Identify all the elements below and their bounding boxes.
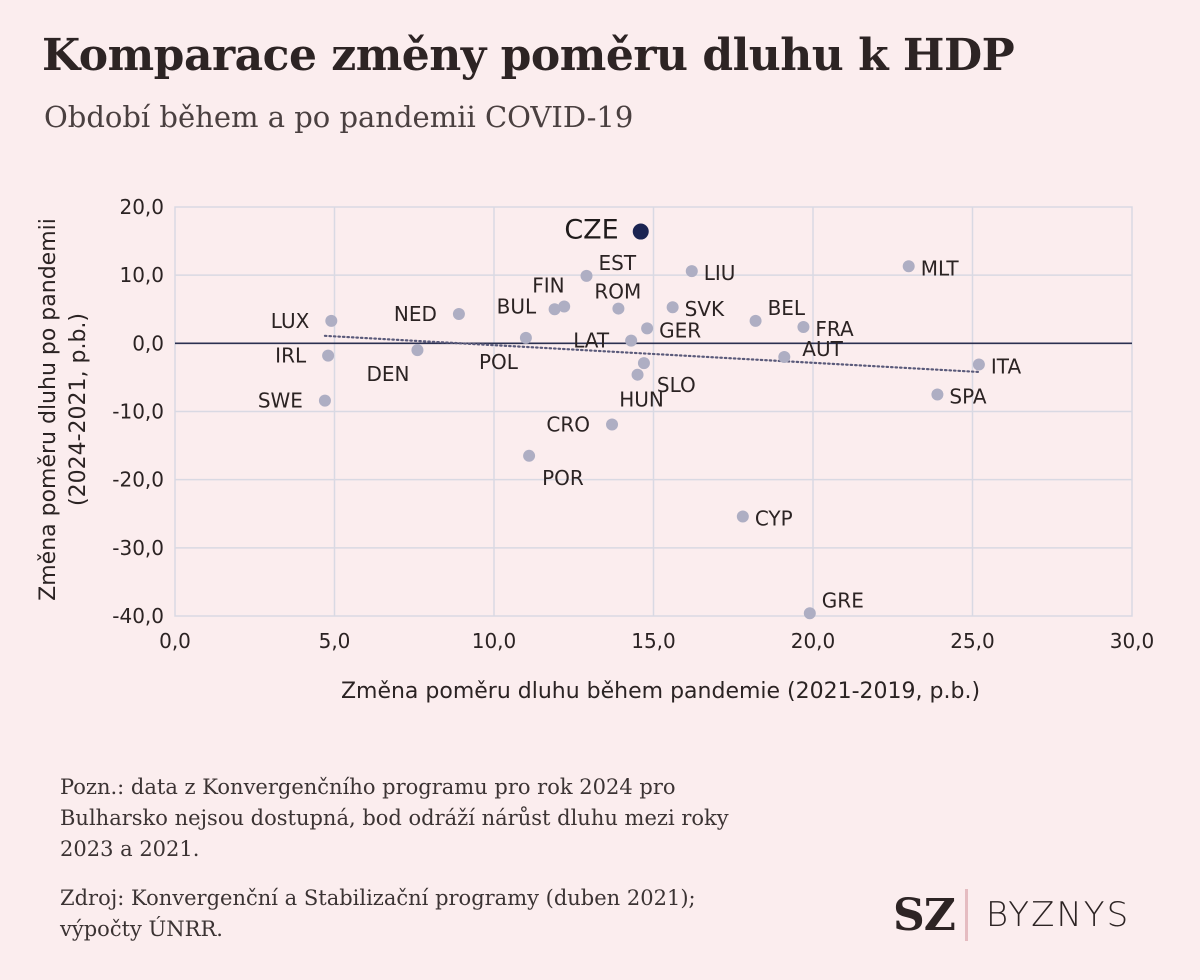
point-label: SLO: [657, 373, 696, 397]
point-label: GER: [659, 318, 701, 342]
data-point: [972, 358, 985, 371]
point-label: SVK: [685, 297, 725, 321]
x-tick-label: 0,0: [159, 629, 191, 653]
y-tick-label: -10,0: [112, 400, 164, 424]
x-tick-label: 5,0: [319, 629, 351, 653]
point-label: HUN: [619, 388, 664, 412]
x-tick-label: 25,0: [950, 629, 995, 653]
data-point: [452, 308, 465, 321]
data-point: [558, 300, 571, 313]
data-point: [902, 260, 915, 273]
footnote: Pozn.: data z Konvergenčního programu pr…: [60, 775, 729, 861]
point-label: FRA: [815, 317, 854, 341]
point-label: BUL: [497, 295, 537, 319]
point-label: SWE: [258, 389, 303, 413]
point-label: GRE: [822, 588, 864, 612]
data-point: [322, 349, 335, 362]
data-point: [641, 322, 654, 335]
point-label: LUX: [271, 309, 310, 333]
point-label: CRO: [546, 412, 590, 436]
point-label: EST: [599, 251, 637, 275]
data-point: [523, 449, 536, 462]
data-point: [631, 368, 644, 381]
point-label: FIN: [532, 273, 564, 297]
data-point: [625, 334, 638, 347]
y-tick-label: -20,0: [112, 468, 164, 492]
point-label: ROM: [594, 280, 641, 304]
point-label: BEL: [768, 296, 806, 320]
x-tick-label: 10,0: [472, 629, 517, 653]
data-point: [606, 418, 619, 431]
point-label: CYP: [755, 506, 793, 530]
data-point: [580, 269, 593, 282]
data-point: [318, 394, 331, 407]
y-tick-label: 0,0: [132, 331, 164, 355]
point-label: ITA: [991, 354, 1022, 378]
source-note: Zdroj: Konvergenční a Stabilizační progr…: [60, 886, 696, 941]
point-label: IRL: [275, 344, 307, 368]
data-point: [612, 302, 625, 315]
data-point: [778, 350, 791, 363]
logo-divider: [964, 889, 968, 941]
y-axis-title: Změna poměru dluhu po pandemii: [36, 218, 61, 601]
point-label: LIU: [704, 261, 736, 285]
point-label: LAT: [573, 329, 610, 353]
logo-byznys: BYZNYS: [985, 895, 1131, 935]
point-label: CZE: [564, 215, 618, 246]
point-label: NED: [394, 302, 437, 326]
trendline: [323, 334, 980, 374]
logo-sz: SZ: [893, 889, 956, 941]
chart-title: Komparace změny poměru dluhu k HDP: [42, 30, 1015, 81]
y-tick-label: 10,0: [119, 263, 164, 287]
data-point: [666, 301, 679, 314]
y-axis-title: (2024-2021, p.b.): [66, 313, 91, 506]
data-point: [797, 320, 810, 333]
chart-subtitle: Období během a po pandemii COVID-19: [44, 100, 634, 134]
data-point: [685, 265, 698, 278]
trendline-group: [323, 334, 980, 374]
point-label: POL: [479, 350, 519, 374]
point-label: SPA: [949, 384, 986, 408]
data-point: [749, 314, 762, 327]
data-point: [632, 223, 649, 240]
x-axis-title: Změna poměru dluhu během pandemie (2021-…: [341, 679, 980, 704]
point-label: AUT: [802, 337, 843, 361]
data-point: [325, 314, 338, 327]
y-tick-label: -30,0: [112, 536, 164, 560]
point-label: POR: [542, 466, 584, 490]
point-label: MLT: [921, 256, 960, 280]
y-tick-label: -40,0: [112, 604, 164, 628]
x-tick-label: 15,0: [631, 629, 676, 653]
data-point: [411, 344, 424, 357]
data-point: [637, 357, 650, 370]
y-tick-label: 20,0: [119, 195, 164, 219]
brand-logo: SZ BYZNYS: [893, 887, 1130, 943]
point-label: DEN: [366, 362, 409, 386]
x-tick-label: 20,0: [791, 629, 836, 653]
data-point: [803, 607, 816, 620]
data-points: [318, 223, 985, 620]
data-point: [736, 510, 749, 523]
x-tick-label: 30,0: [1110, 629, 1155, 653]
data-point: [548, 303, 561, 316]
axis-text: 0,0 5,0 10,0 15,0 20,0 25,0 30,0 20,0 10,0 0,0 -10…: [36, 195, 1154, 704]
data-point: [519, 331, 532, 344]
data-point: [931, 388, 944, 401]
